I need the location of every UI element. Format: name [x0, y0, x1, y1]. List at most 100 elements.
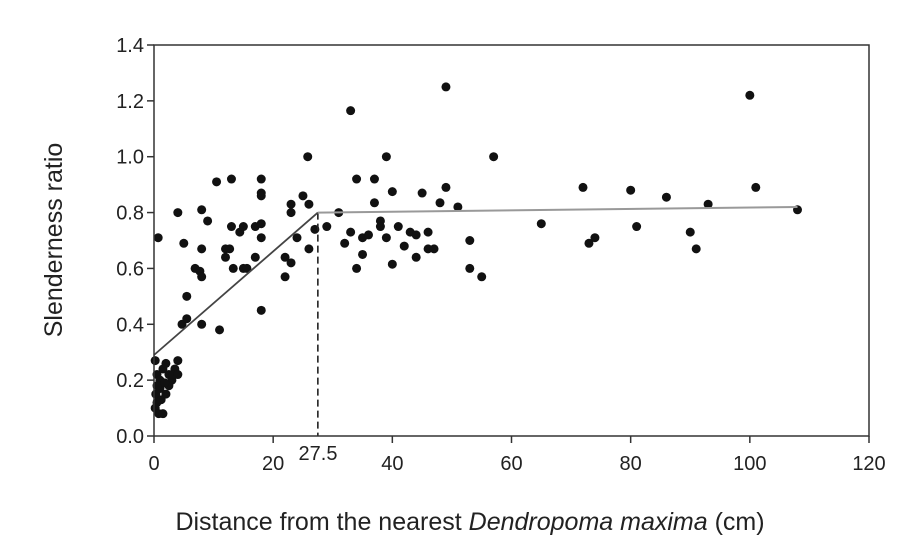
data-point: [286, 199, 296, 209]
data-point: [751, 182, 761, 192]
data-point: [578, 182, 588, 192]
y-tick-label: 0.4: [116, 314, 144, 336]
data-point: [304, 199, 314, 209]
data-point: [417, 188, 427, 198]
fit-line-group: [153, 205, 798, 436]
data-point: [225, 244, 235, 254]
data-point: [346, 106, 356, 116]
data-point: [352, 174, 362, 184]
data-point: [256, 305, 266, 315]
data-point: [158, 409, 168, 419]
data-point: [173, 356, 183, 366]
data-point: [685, 227, 695, 237]
data-point: [393, 222, 403, 232]
data-point: [150, 356, 160, 366]
y-tick-label: 0.8: [116, 203, 144, 225]
data-point: [477, 272, 487, 282]
x-tick-label: 40: [381, 453, 403, 475]
x-tick-label: 80: [620, 453, 642, 475]
data-point: [298, 191, 308, 201]
data-point: [292, 233, 302, 243]
x-tick-label: 0: [148, 453, 159, 475]
data-points: [150, 82, 802, 419]
data-point: [226, 174, 236, 184]
data-point: [465, 263, 475, 273]
x-tick-label: 60: [500, 453, 522, 475]
data-point: [703, 199, 713, 209]
x-axis-label-prefix: Distance from the nearest: [175, 508, 468, 536]
data-point: [429, 244, 439, 254]
data-point: [182, 291, 192, 301]
data-point: [369, 198, 379, 208]
fit-line-rising: [153, 211, 319, 356]
data-point: [153, 233, 163, 243]
data-point: [197, 205, 207, 215]
data-point: [441, 182, 451, 192]
data-point: [465, 236, 475, 245]
data-point: [212, 177, 222, 187]
x-axis: 0 20 40 60 80 100 120: [148, 436, 886, 475]
data-point: [661, 192, 671, 202]
x-tick-label: 20: [262, 453, 284, 475]
y-axis-label: Slenderness ratio: [40, 143, 68, 338]
fit-line-plateau: [317, 205, 798, 214]
data-point: [411, 230, 421, 240]
data-point: [303, 152, 313, 162]
data-point: [536, 219, 546, 229]
data-point: [160, 378, 170, 388]
data-point: [286, 258, 296, 268]
data-point: [375, 222, 385, 232]
data-point: [256, 233, 266, 243]
data-point: [584, 238, 594, 248]
data-point: [256, 191, 266, 201]
data-point: [435, 198, 445, 208]
data-point: [352, 263, 362, 273]
y-tick-label: 1.0: [116, 147, 144, 169]
data-point: [238, 222, 248, 232]
data-point: [626, 185, 636, 195]
data-point: [304, 244, 314, 254]
data-point: [203, 216, 213, 226]
data-point: [441, 82, 451, 92]
data-point: [280, 252, 290, 262]
data-point: [632, 222, 642, 232]
data-point: [161, 358, 171, 368]
x-tick-label: 120: [852, 453, 885, 475]
data-point: [489, 152, 499, 162]
data-point: [387, 187, 397, 197]
data-point: [256, 219, 266, 229]
data-point: [745, 90, 755, 100]
data-point: [182, 314, 192, 324]
y-tick-label: 1.2: [116, 91, 144, 113]
x-axis-label: Distance from the nearest Dendropoma max…: [175, 508, 764, 536]
data-point: [387, 259, 397, 269]
data-point: [411, 252, 421, 262]
data-point: [381, 233, 391, 243]
y-axis: 0.0 0.2 0.4 0.6 0.8 1.0 1.2 1.4: [116, 35, 154, 448]
data-point: [197, 272, 207, 282]
data-point: [423, 227, 433, 237]
breakpoint-label: 27.5: [299, 443, 338, 465]
data-point: [340, 238, 350, 248]
data-point: [173, 370, 183, 380]
data-point: [399, 241, 409, 251]
x-axis-label-suffix: (cm): [708, 508, 765, 536]
data-point: [369, 174, 379, 184]
y-tick-label: 0.0: [116, 426, 144, 448]
data-point: [453, 202, 463, 212]
data-point: [173, 208, 183, 218]
y-tick-label: 1.4: [116, 35, 144, 57]
data-point: [197, 244, 207, 254]
data-point: [590, 233, 600, 243]
data-point: [691, 244, 701, 254]
data-point: [286, 208, 296, 218]
data-point: [197, 319, 207, 329]
data-point: [250, 252, 260, 262]
data-point: [364, 230, 373, 240]
data-point: [215, 325, 225, 335]
data-point: [242, 263, 252, 273]
data-point: [322, 222, 332, 232]
data-point: [226, 222, 236, 232]
x-tick-label: 100: [733, 453, 766, 475]
